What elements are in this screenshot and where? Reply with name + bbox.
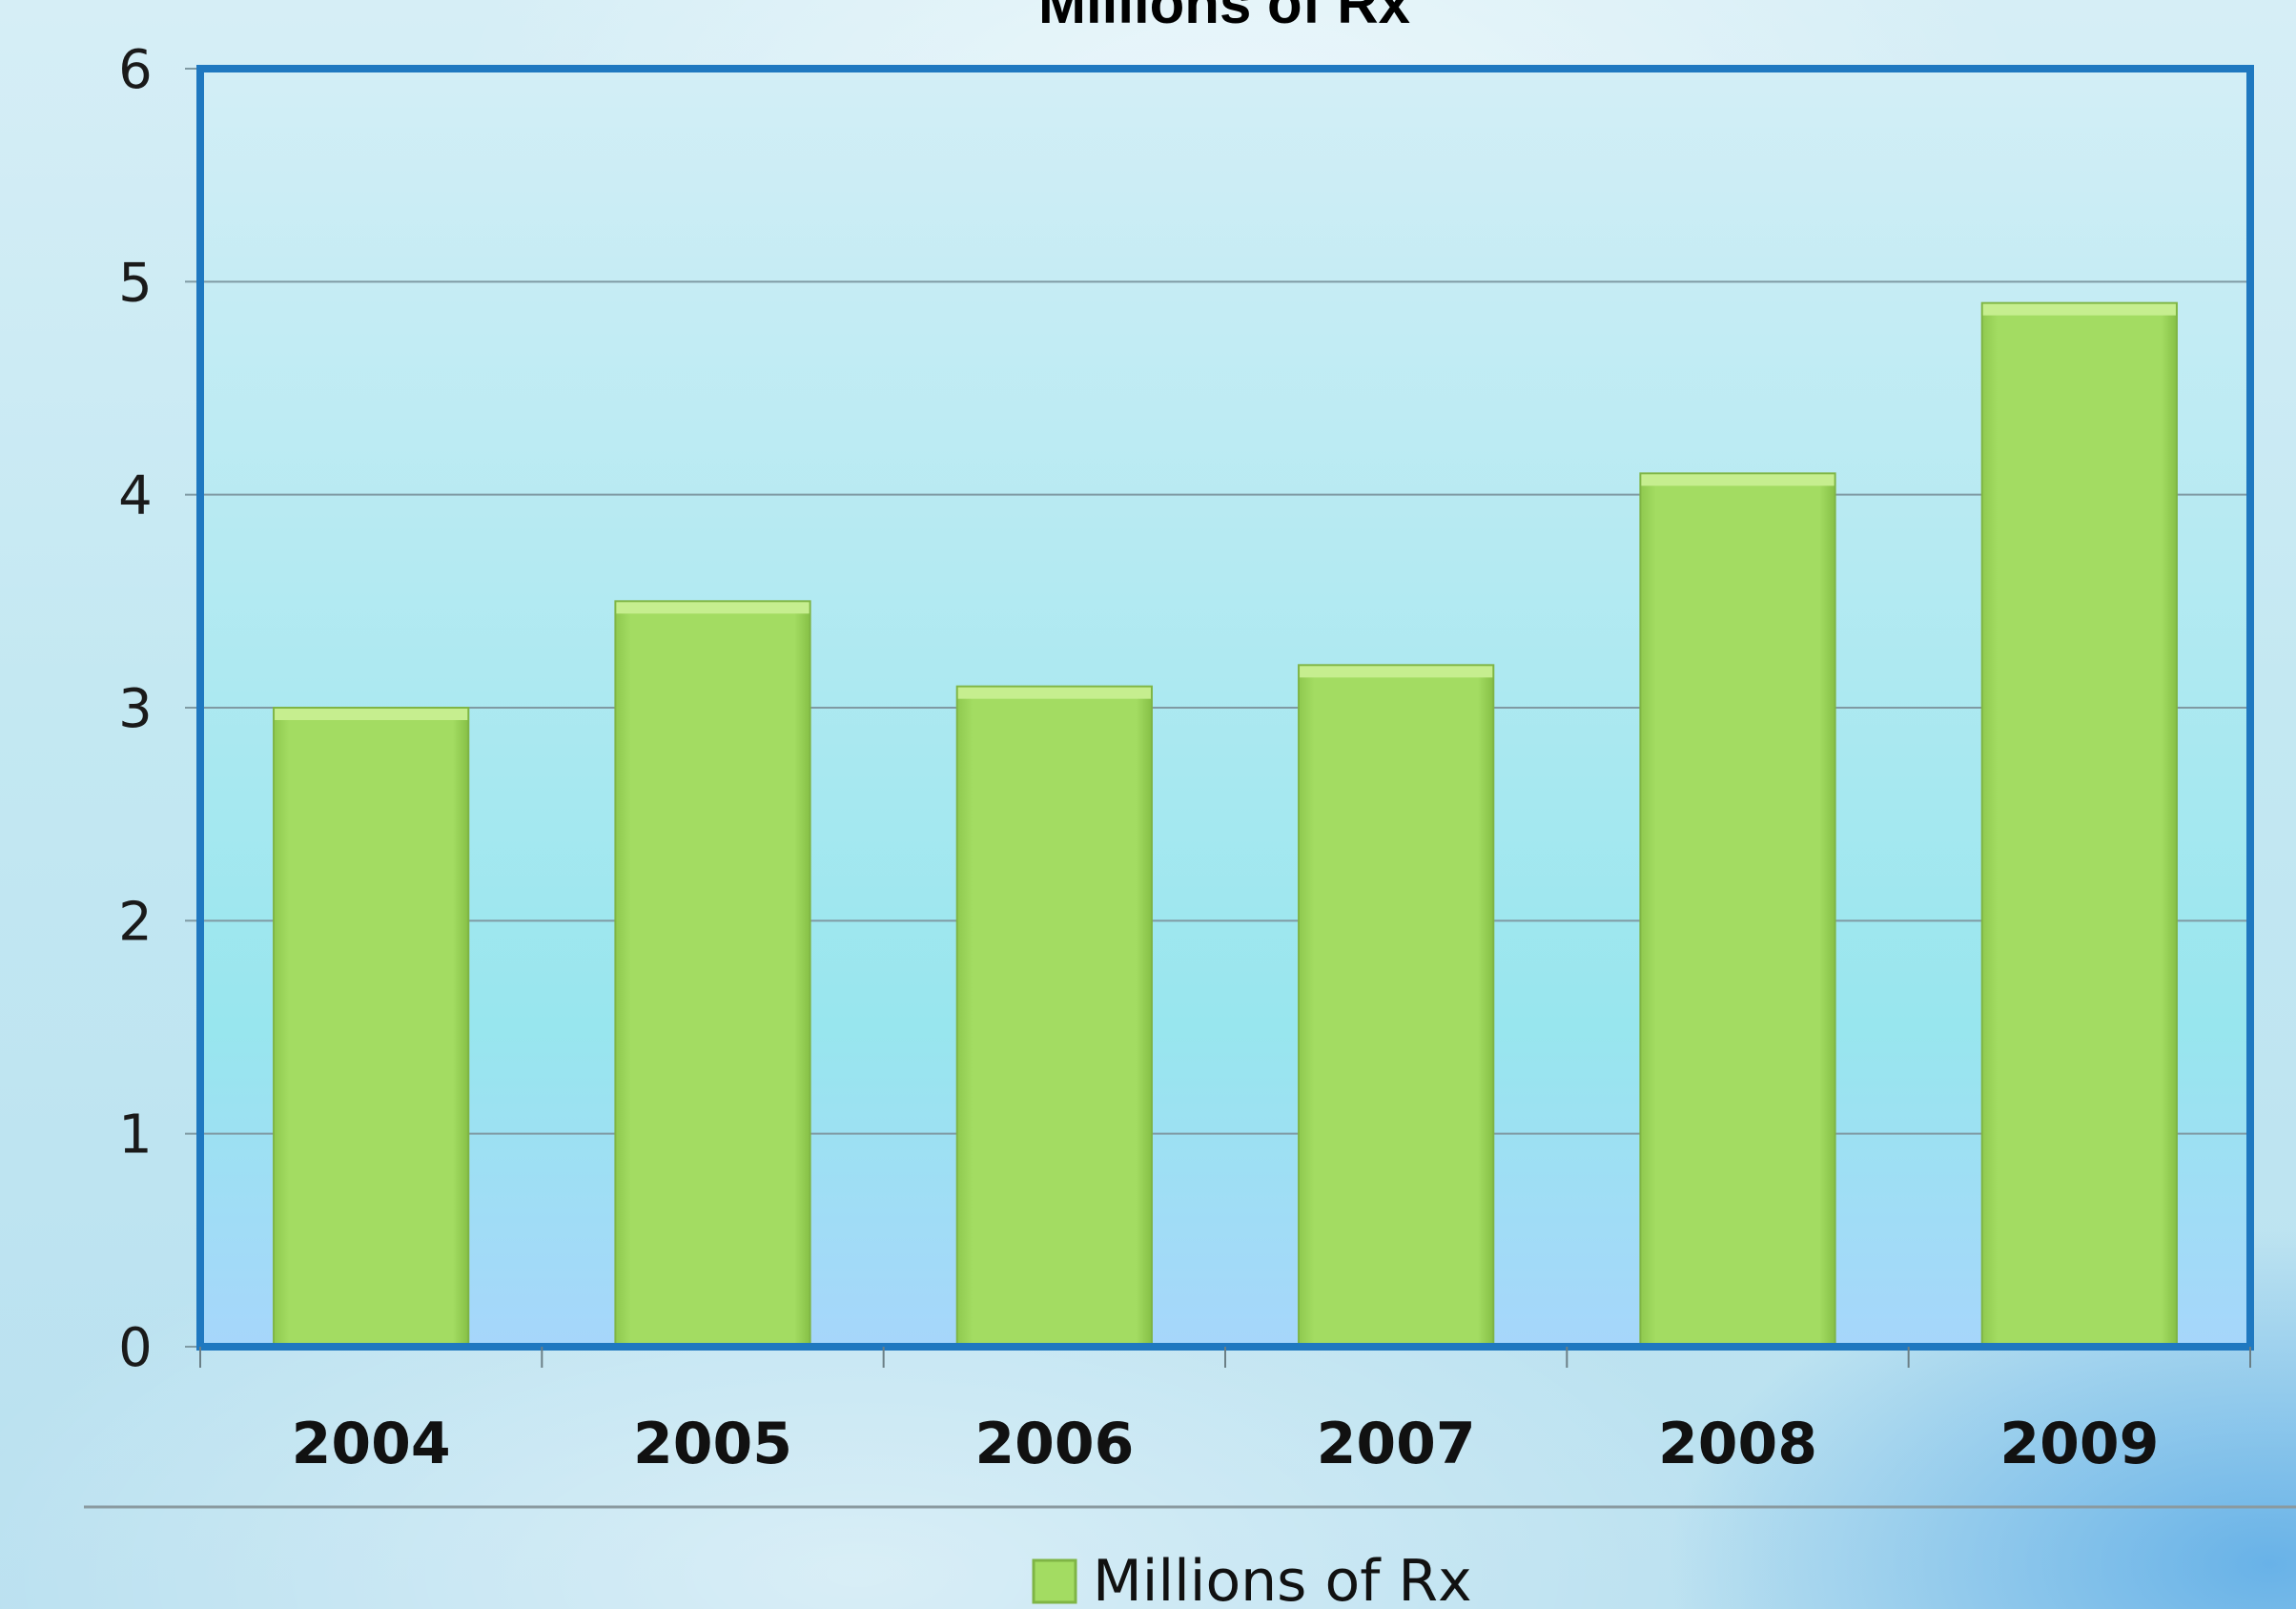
x-tick-label: 2007 [1317, 1411, 1476, 1477]
y-tick-label: 1 [118, 1104, 153, 1166]
x-tick-label: 2006 [974, 1411, 1134, 1477]
x-axis-labels: 2004 2005 2006 2007 2008 2009 [292, 1411, 2160, 1477]
bar-top-highlight [1641, 474, 1835, 486]
y-tick-label: 2 [118, 891, 153, 953]
legend-label: Millions of Rx [1093, 1548, 1472, 1609]
legend-swatch-icon [1032, 1558, 1077, 1604]
bar-top-highlight [1982, 303, 2176, 316]
bar-2009 [1980, 301, 2178, 1349]
x-tick-label: 2004 [292, 1411, 451, 1477]
y-tick-label: 6 [118, 39, 153, 101]
bar-top-highlight [957, 687, 1151, 699]
y-tick-label: 0 [118, 1317, 153, 1379]
x-tick-label: 2009 [1999, 1411, 2159, 1477]
bar-2007 [1298, 664, 1495, 1348]
y-tick-label: 5 [118, 252, 153, 314]
bar-2006 [955, 685, 1153, 1348]
x-axis-ticks [199, 1347, 2251, 1368]
y-tick-label: 4 [118, 465, 153, 527]
x-tick-label: 2008 [1658, 1411, 1817, 1477]
legend: Millions of Rx [1032, 1548, 1472, 1609]
chart-title: Millions of Rx [1038, 0, 1410, 35]
bar-top-highlight [275, 709, 468, 720]
gridlines [185, 68, 2250, 1348]
y-tick-label: 3 [118, 678, 153, 740]
bar-top-highlight [616, 602, 810, 614]
bar-2008 [1639, 472, 1836, 1349]
y-axis-labels: 0 1 2 3 4 5 6 [118, 39, 153, 1379]
bars [273, 301, 2178, 1349]
x-tick-label: 2005 [633, 1411, 792, 1477]
bar-2004 [273, 707, 470, 1348]
bar-2005 [614, 600, 811, 1348]
bar-top-highlight [1300, 666, 1493, 678]
